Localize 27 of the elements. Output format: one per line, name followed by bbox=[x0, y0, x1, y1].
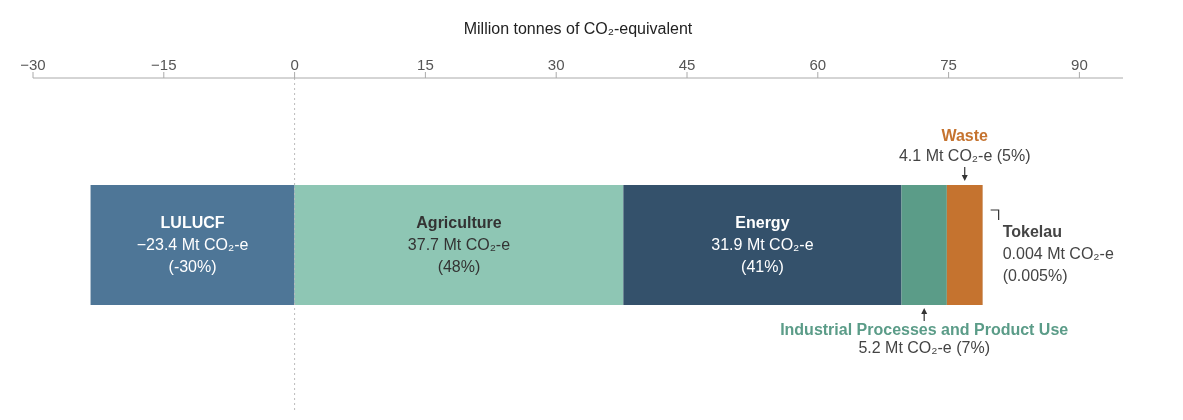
data-label: −23.4 Mt CO₂-e (-30%) bbox=[136, 236, 249, 275]
data-label: 37.7 Mt CO₂-e (48%) bbox=[407, 236, 511, 275]
bar bbox=[294, 185, 624, 305]
bar bbox=[901, 185, 947, 305]
bar bbox=[946, 185, 983, 305]
bar bbox=[90, 185, 295, 305]
x-tick-label: 45 bbox=[678, 56, 696, 73]
series-label: LULUCF bbox=[160, 214, 225, 231]
data-label: 31.9 Mt CO₂-e (41%) bbox=[711, 236, 814, 275]
text: Waste bbox=[941, 127, 989, 144]
x-tick-label: 60 bbox=[809, 56, 827, 73]
x-tick-label: 0 bbox=[290, 56, 299, 73]
x-tick-label: 15 bbox=[417, 56, 434, 73]
x-tick-label: −15 bbox=[151, 56, 177, 73]
x-axis-title: Million tonnes of CO₂-equivalent bbox=[463, 20, 693, 37]
data-label: 4.1 Mt CO₂-e (5%) bbox=[898, 147, 1031, 164]
x-tick-label: 75 bbox=[940, 56, 957, 73]
x-tick-label: −30 bbox=[20, 56, 46, 73]
data-label: 5.2 Mt CO₂-e (7%) bbox=[858, 339, 990, 356]
bar bbox=[623, 185, 902, 305]
series-label: Tokelau bbox=[1002, 223, 1062, 240]
series-label: Agriculture bbox=[416, 214, 502, 231]
series-label: Industrial Processes and Product Use bbox=[780, 321, 1069, 338]
x-tick-label: 30 bbox=[547, 56, 565, 73]
x-tick-label: 90 bbox=[1071, 56, 1088, 73]
data-label: 0.004 Mt CO₂-e (0.005%) bbox=[1002, 245, 1114, 284]
series-label: Energy bbox=[735, 214, 790, 231]
